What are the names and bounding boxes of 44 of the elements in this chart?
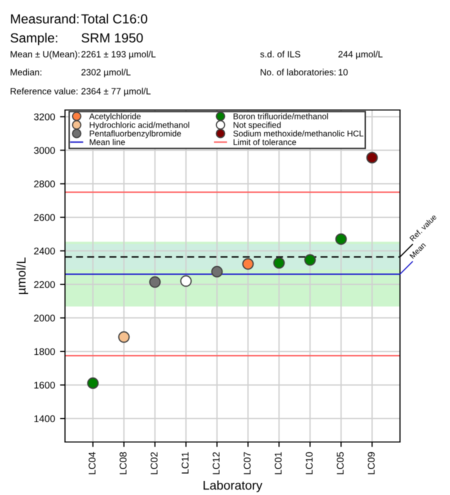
y-tick-label: 1600 xyxy=(34,382,55,389)
legend-label: Acetylchloride xyxy=(89,113,141,121)
x-tick-label: LC05 xyxy=(336,452,344,474)
text: Sample: xyxy=(10,32,58,46)
y-tick-label: 2000 xyxy=(34,314,55,322)
text: Total C16:0 xyxy=(81,14,148,24)
x-tick-label: LC04 xyxy=(88,452,96,474)
x-tick-label: LC11 xyxy=(182,452,189,474)
y-tick-label: 1800 xyxy=(34,348,55,356)
x-tick-label: LC10 xyxy=(306,452,313,474)
text: 244 µmol/L xyxy=(338,50,383,60)
text: 2364 ± 77 µmol/L xyxy=(81,88,151,96)
text: Mean ± U(Mean): xyxy=(10,50,80,60)
x-tick-label: LC08 xyxy=(120,452,127,474)
y-tick-label: 2800 xyxy=(34,180,55,188)
y-tick-label: 3200 xyxy=(34,113,55,120)
y-tick-label: 3000 xyxy=(34,146,55,154)
x-axis-title: Laboratory xyxy=(204,480,262,492)
x-tick-label: LC09 xyxy=(368,452,375,474)
legend-label: Pentafluorbenzylbromide xyxy=(90,130,181,138)
text: s.d. of ILS xyxy=(260,50,300,58)
legend-label: Not specified xyxy=(234,122,281,130)
x-tick-label: LC07 xyxy=(244,452,251,474)
text: 10 xyxy=(338,69,348,76)
legend-label: Limit of tolerance xyxy=(234,138,296,146)
text: No. of laboratories: xyxy=(260,68,336,76)
legend-label: Hydrochloric acid/methanol xyxy=(90,122,190,130)
x-tick-label: LC01 xyxy=(274,452,282,474)
y-tick-label: 1400 xyxy=(34,415,55,422)
text: 2261 ± 193 µmol/L xyxy=(81,50,156,60)
y-axis-title: µmol/L xyxy=(16,258,28,294)
x-tick-label: LC02 xyxy=(150,452,158,474)
text: 2302 µmol/L xyxy=(81,68,131,78)
text: Reference value: xyxy=(10,88,78,94)
legend-label: Mean line xyxy=(90,138,125,146)
y-tick-label: 2600 xyxy=(34,214,55,221)
legend-label: Sodium methoxide/methanolic HCL xyxy=(233,130,364,136)
y-tick-label: 2200 xyxy=(34,281,55,288)
text: SRM 1950 xyxy=(82,33,143,43)
legend-label: Boron trifluoride/methanol xyxy=(234,113,328,120)
text: Median: xyxy=(10,68,42,76)
y-tick-label: 2400 xyxy=(34,248,55,254)
text: Measurand: xyxy=(11,14,78,24)
x-tick-label: LC12 xyxy=(212,452,220,474)
